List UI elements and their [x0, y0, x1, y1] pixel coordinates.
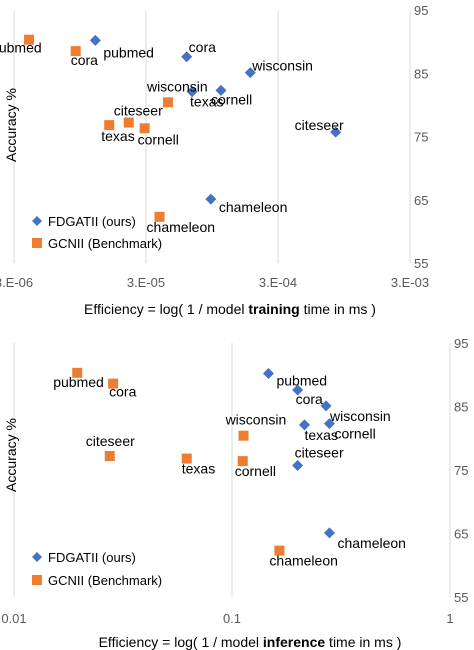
- fdgatii-point-label: wisconsin: [329, 408, 391, 424]
- fdgatii-point: [244, 67, 256, 79]
- fdgatii-point-label: citeseer: [295, 117, 344, 133]
- fdgatii-point-label: cornell: [211, 91, 252, 107]
- fdgatii-point-label: chameleon: [219, 199, 288, 215]
- x-axis-title: Efficiency = log( 1 / model training tim…: [84, 301, 376, 317]
- fdgatii-point: [186, 86, 198, 98]
- fdgatii-point-label: cora: [296, 391, 323, 407]
- y-tick-label: 65: [414, 193, 428, 208]
- gcnii-point-label: wisconsin: [146, 78, 208, 94]
- legend-gcnii-marker: [32, 238, 42, 248]
- x-tick-label: 3.E-04: [259, 275, 297, 290]
- gcnii-point-label: cornell: [235, 463, 276, 479]
- fdgatii-point-label: cora: [189, 39, 216, 55]
- gcnii-point-label: cornell: [138, 131, 179, 147]
- y-tick-label: 95: [454, 336, 468, 351]
- gcnii-point-label: citeseer: [86, 433, 135, 449]
- gcnii-point-label: texas: [101, 128, 134, 144]
- gcnii-point: [237, 456, 248, 467]
- fdgatii-point: [298, 419, 310, 431]
- gcnii-point-label: cora: [71, 52, 98, 68]
- legend-fdgatii-marker: [32, 552, 42, 562]
- y-tick-label: 75: [454, 463, 468, 478]
- x-axis-title-prefix: Efficiency = log( 1 / model: [84, 301, 248, 317]
- x-axis-title-prefix: Efficiency = log( 1 / model: [99, 634, 263, 650]
- gcnii-point-label: chameleon: [269, 553, 338, 569]
- fdgatii-point: [330, 126, 342, 138]
- gcnii-point: [104, 451, 115, 462]
- legend-gcnii-label: GCNII (Benchmark): [48, 573, 162, 588]
- fdgatii-point-label: cornell: [334, 426, 375, 442]
- gcnii-point-label: pubmed: [53, 374, 104, 390]
- legend-fdgatii-label: FDGATII (ours): [48, 214, 136, 229]
- y-tick-label: 55: [454, 590, 468, 605]
- x-tick-label: 3.E-03: [391, 275, 429, 290]
- fdgatii-point: [181, 51, 193, 63]
- gcnii-point: [238, 430, 249, 441]
- fdgatii-point: [320, 400, 332, 412]
- x-tick-label: 0.01: [1, 611, 26, 626]
- x-tick-label: 0.1: [223, 611, 241, 626]
- gcnii-point-label: wisconsin: [225, 412, 287, 428]
- y-axis-title: Accuracy %: [3, 418, 19, 492]
- gcnii-point: [181, 453, 192, 464]
- y-tick-label: 85: [454, 400, 468, 415]
- x-tick-label: 1: [446, 611, 453, 626]
- fdgatii-point: [262, 367, 274, 379]
- gcnii-point: [154, 211, 165, 222]
- fdgatii-point: [89, 34, 101, 46]
- gcnii-point-label: texas: [182, 461, 215, 477]
- x-axis-title-emphasis: inference: [263, 634, 325, 650]
- fdgatii-point-label: chameleon: [337, 535, 406, 551]
- gcnii-point: [24, 34, 35, 45]
- gcnii-point-label: chameleon: [147, 219, 216, 235]
- gcnii-point-label: pubmed: [0, 40, 42, 56]
- y-tick-label: 85: [414, 66, 428, 81]
- fdgatii-point-label: citeseer: [295, 445, 344, 461]
- fdgatii-point-label: pubmed: [276, 372, 327, 388]
- x-tick-label: 3.E-05: [127, 275, 165, 290]
- gcnii-point: [123, 117, 134, 128]
- legend-gcnii-marker: [32, 575, 42, 585]
- fdgatii-point-label: texas: [304, 427, 337, 443]
- y-tick-label: 95: [414, 3, 428, 18]
- gcnii-point-label: cora: [109, 384, 136, 400]
- fdgatii-point: [215, 84, 227, 96]
- fdgatii-point: [323, 418, 335, 430]
- legend-fdgatii-label: FDGATII (ours): [48, 550, 136, 565]
- legend-gcnii-label: GCNII (Benchmark): [48, 236, 162, 251]
- x-tick-label: 3.E-06: [0, 275, 33, 290]
- fdgatii-point-label: texas: [190, 94, 223, 110]
- y-tick-label: 55: [414, 256, 428, 271]
- y-tick-label: 75: [414, 130, 428, 145]
- x-axis-title: Efficiency = log( 1 / model inference ti…: [99, 634, 402, 650]
- fdgatii-point-label: wisconsin: [251, 58, 313, 74]
- gcnii-point: [108, 378, 119, 389]
- gcnii-point: [72, 367, 83, 378]
- gcnii-point: [139, 123, 150, 134]
- inference-efficiency-chart: 55 65 75 85 95 0.01 0.1 1 Accuracy % Efficiency =…: [1, 336, 468, 650]
- fdgatii-point-label: pubmed: [103, 44, 154, 60]
- gcnii-point: [162, 97, 173, 108]
- x-axis-title-emphasis: training: [248, 301, 299, 317]
- gcnii-point: [274, 545, 285, 556]
- gcnii-point: [70, 46, 81, 57]
- y-axis-title: Accuracy %: [3, 88, 19, 162]
- training-efficiency-chart: 55 65 75 85 95 3.E-06 3.E-05 3.E-04 3.E-03 Accura…: [0, 3, 429, 317]
- fdgatii-point: [205, 193, 217, 205]
- fdgatii-point: [292, 460, 304, 472]
- gcnii-point-label: citeseer: [114, 103, 163, 119]
- x-axis-title-suffix: time in ms ): [325, 634, 401, 650]
- x-axis-title-suffix: time in ms ): [300, 301, 376, 317]
- fdgatii-point: [292, 384, 304, 396]
- legend-fdgatii-marker: [32, 216, 42, 226]
- gcnii-point: [104, 120, 115, 131]
- y-tick-label: 65: [454, 527, 468, 542]
- fdgatii-point: [323, 527, 335, 539]
